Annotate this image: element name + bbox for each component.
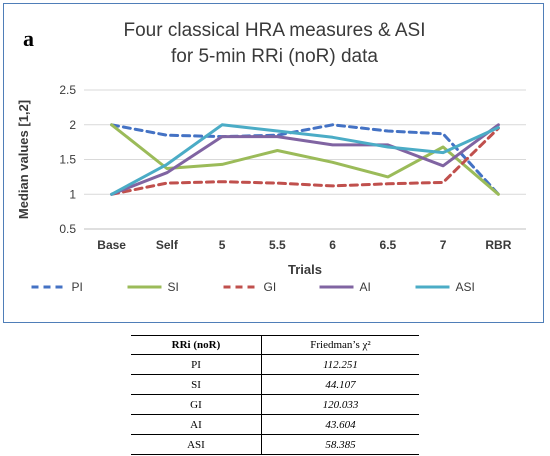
chart-title-line2: for 5-min RRi (noR) data: [171, 46, 378, 67]
table-cell-measure: GI: [131, 394, 262, 415]
table-cell-value: 120.033: [260, 394, 419, 415]
table-header-row: RRi (noR) Friedman’s χ²: [131, 335, 419, 355]
legend-label: AI: [360, 280, 371, 294]
table-header-friedman: Friedman’s χ²: [260, 335, 419, 355]
x-tick-label: 5: [219, 238, 226, 252]
y-tick-label: 0.5: [59, 222, 76, 236]
table-row: SI 44.107: [131, 374, 419, 395]
table-cell-measure: ASI: [131, 434, 262, 455]
y-axis-title: Median values [1,2]: [16, 100, 31, 219]
table-cell-measure: SI: [131, 374, 262, 395]
chart-panel: a Four classical HRA measures & ASI for …: [3, 3, 544, 323]
series-line-ai: [110, 123, 500, 196]
table-row: GI 120.033: [131, 394, 419, 415]
legend-label: ASI: [456, 280, 475, 294]
legend-label: GI: [264, 280, 277, 294]
table-cell-value: 43.604: [260, 414, 419, 435]
chart-title-line1: Four classical HRA measures & ASI: [123, 20, 426, 41]
x-tick-label: Self: [156, 238, 179, 252]
table-cell-value: 44.107: [260, 374, 419, 395]
y-tick-label: 1: [69, 187, 76, 201]
table-row: PI 112.251: [131, 354, 419, 375]
x-tick-label: 5.5: [269, 238, 286, 252]
x-tick-label: 6: [329, 238, 336, 252]
panel-label: a: [23, 26, 34, 51]
legend-label: SI: [168, 280, 179, 294]
table-header-measure: RRi (noR): [131, 335, 262, 355]
y-tick-label: 1.5: [59, 153, 76, 167]
table-row: AI 43.604: [131, 414, 419, 435]
table-cell-value: 58.385: [260, 434, 419, 455]
y-tick-label: 2: [69, 118, 76, 132]
series-line-asi: [110, 123, 500, 196]
series-line-gi: [110, 126, 500, 196]
x-tick-label: 7: [440, 238, 447, 252]
line-chart: 0.5 1 1.5 2 2.5 Base Self 5 5.5 6 6.5 7 RBR Trials Med…: [16, 83, 526, 294]
table-cell-measure: AI: [131, 414, 262, 435]
x-tick-label: Base: [97, 238, 126, 252]
table-cell-measure: PI: [131, 354, 262, 375]
legend-label: PI: [72, 280, 83, 294]
series-line-pi: [110, 123, 500, 196]
table-row: ASI 58.385: [131, 434, 419, 455]
friedman-table: RRi (noR) Friedman’s χ² PI 112.251 SI 44…: [131, 335, 419, 455]
x-tick-label: RBR: [485, 238, 511, 252]
table-cell-value: 112.251: [260, 354, 419, 375]
x-axis-title: Trials: [288, 262, 322, 277]
x-tick-label: 6.5: [380, 238, 397, 252]
y-tick-label: 2.5: [59, 83, 76, 97]
